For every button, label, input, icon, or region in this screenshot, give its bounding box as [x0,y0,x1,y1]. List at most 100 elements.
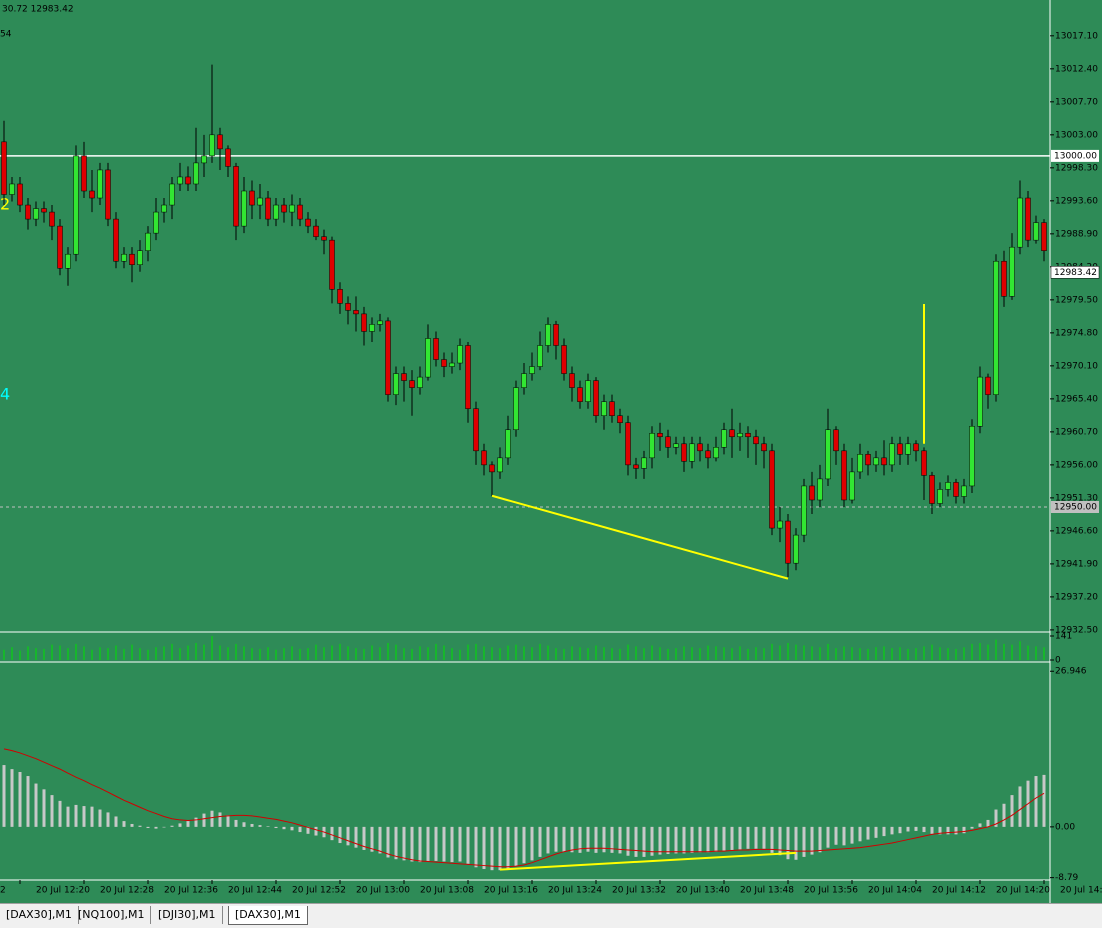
macd-bar [834,826,838,845]
macd-bar [50,795,54,827]
macd-bar [866,826,870,840]
y-tick-label: 12956.00 [1055,460,1098,470]
y-tick-label: 12965.40 [1055,394,1098,404]
macd-bar [730,826,734,850]
candle-body [329,239,335,290]
macd-bar [842,826,846,846]
candle-body [57,225,63,269]
y-tick-label: 0 [1055,656,1061,666]
candle-body [393,373,399,395]
candle-body [609,401,615,416]
macd-bar [314,826,318,836]
y-tick-label: 12998.30 [1055,163,1098,173]
y-tick-label: 12946.60 [1055,526,1098,536]
candle-body [177,176,183,185]
macd-bar [514,826,518,867]
candle-body [441,359,447,367]
candle-body [49,211,55,227]
candle-body [993,260,999,395]
x-tick-label: 20 Jul 14:28 [1060,886,1102,896]
macd-bar [882,826,886,837]
candle-body [201,155,207,164]
candle-body [17,183,23,206]
candle-body [377,320,383,325]
candle-body [857,454,863,473]
candle-body [577,387,583,402]
candle-body [953,482,959,497]
macd-bar [306,826,310,834]
candle-body [673,443,679,448]
side-label: 4 [0,385,10,404]
macd-bar [346,826,350,846]
macd-bar [810,826,814,855]
candle-body [321,236,327,241]
y-tick-label: 0.00 [1055,822,1075,832]
macd-bar [442,826,446,862]
candle-body [745,433,751,438]
y-tick-label: 12970.10 [1055,361,1098,371]
x-tick-label: 20 Jul 12:28 [100,886,154,896]
candle-body [905,443,911,455]
candle-body [777,520,783,529]
macd-bar [10,769,14,827]
macd-bar [522,826,526,864]
candle-body [105,169,111,220]
x-tick-label: 20 Jul 14:12 [932,886,986,896]
macd-bar [298,826,302,833]
candle-body [705,450,711,459]
candle-body [369,324,375,332]
candle-body [137,250,143,265]
y-tick-label: 12937.20 [1055,592,1098,602]
macd-bar [170,825,174,827]
macd-bar [802,826,806,857]
candle-body [1001,260,1007,297]
macd-bar [594,826,598,853]
candle-body [945,482,951,490]
price-box [1050,266,1100,279]
candle-body [657,433,663,438]
candle-body [241,190,247,227]
macd-bar [42,789,46,827]
chart-tab[interactable]: [DAX30],M1 [228,906,308,925]
candle-body [9,183,15,195]
macd-bar [210,810,214,827]
candle-body [849,471,855,501]
macd-bar [450,826,454,863]
macd-bar [602,826,606,853]
candle-body [641,457,647,469]
candle-body [633,464,639,469]
candle-body [569,373,575,388]
candle-body [841,450,847,501]
macd-bar [634,826,638,857]
candle-body [249,190,255,206]
candle-body [361,313,367,332]
candle-body [121,253,127,262]
macd-bar [650,826,654,856]
macd-bar [162,826,166,828]
chart-tab[interactable]: [DJI30],M1 [152,906,223,924]
macd-bar [1034,776,1038,827]
macd-bar [178,823,182,827]
candle-body [729,429,735,438]
y-tick-label: -8.79 [1055,873,1079,883]
x-tick-label: 20 Jul 12:44 [228,886,282,896]
macd-bar [338,826,342,844]
candle-body [417,376,423,388]
chart-tab[interactable]: [NQ100],M1 [72,906,152,924]
candle-body [801,485,807,536]
x-tick-label: 20 Jul 12:20 [36,886,90,896]
candle-body [1033,222,1039,241]
macd-bar [770,826,774,853]
candle-body [1041,222,1047,251]
candle-body [345,303,351,311]
chart-tab[interactable]: [DAX30],M1 [0,906,79,924]
y-tick-label: 12941.90 [1055,559,1098,569]
chart-window: 30.72 12983.42 54 2 4 2 13017.10 13012.40… [0,0,1102,903]
macd-bar [978,823,982,827]
macd-bar [130,823,134,827]
y-tick-label: 12993.60 [1055,196,1098,206]
x-tick-label: 2 [0,886,6,896]
macd-bar [258,825,262,827]
level-box [1051,501,1099,514]
candle-body [889,443,895,466]
